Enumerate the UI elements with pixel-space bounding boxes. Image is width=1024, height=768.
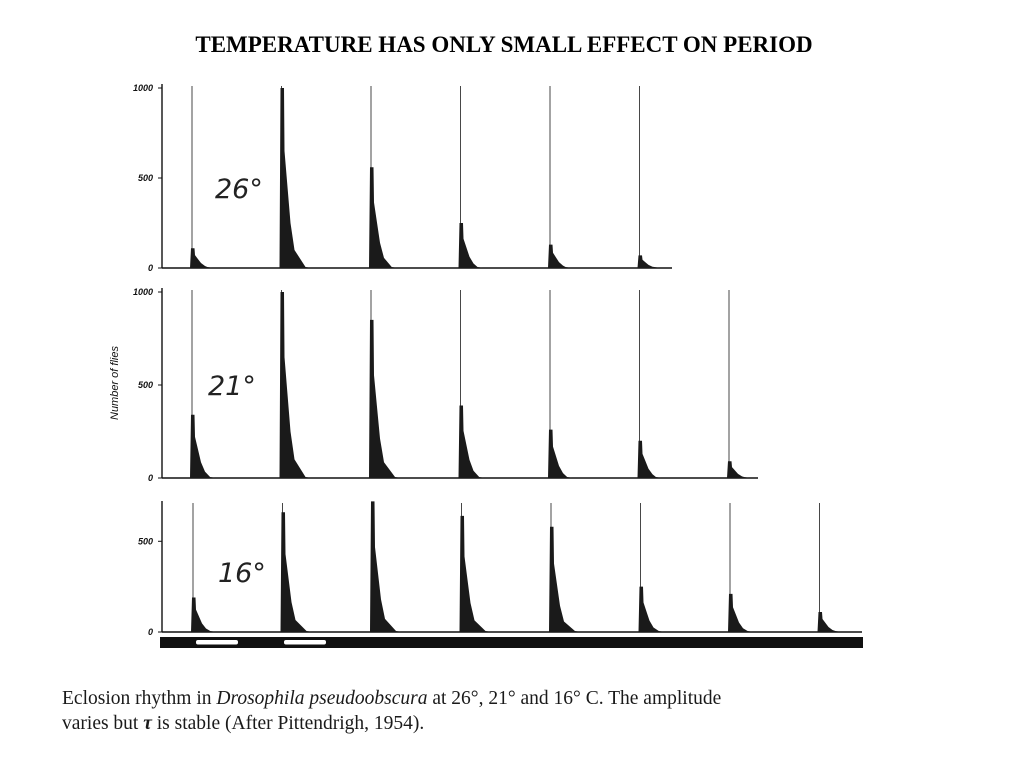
y-tick-label: 500	[138, 536, 153, 546]
temperature-label: 21°	[208, 371, 256, 402]
temperature-label: 26°	[215, 174, 263, 205]
eclosion-peak-bar	[637, 255, 661, 268]
eclosion-peak-bar	[459, 515, 492, 632]
caption-text-4: is stable (After Pittendrigh, 1954).	[151, 713, 425, 734]
eclosion-peak-bar	[190, 248, 214, 268]
eclosion-peak-bar	[369, 167, 398, 268]
figure-caption: Eclosion rhythm in Drosophila pseudoobsc…	[62, 686, 962, 736]
y-tick-label: 500	[138, 173, 153, 183]
light-dark-bar	[160, 637, 863, 648]
eclosion-peak-bar	[638, 586, 665, 632]
y-tick-label: 0	[148, 627, 153, 637]
eclosion-peak-bar	[279, 88, 312, 268]
eclosion-peak-bar	[191, 597, 217, 632]
dark-phase-bar	[160, 637, 863, 648]
page-title: TEMPERATURE HAS ONLY SMALL EFFECT ON PER…	[195, 32, 813, 57]
caption-text-1: Eclosion rhythm in	[62, 688, 217, 709]
y-axis-label: Number of flies	[109, 346, 121, 420]
eclosion-peak-bar	[369, 319, 401, 478]
y-tick-label: 0	[148, 473, 153, 483]
eclosion-peak-bar	[817, 612, 842, 632]
light-phase-segment	[284, 640, 326, 645]
y-tick-label: 500	[138, 380, 153, 390]
light-phase-segment	[196, 640, 238, 645]
caption-text-2: at 26°, 21° and 16° C. The amplitude	[427, 688, 722, 709]
panel-0: 0 500 1000 26°	[133, 83, 672, 273]
panel-2: 0 500 16°	[138, 501, 862, 637]
eclosion-peak-bar	[280, 512, 313, 632]
y-tick-label: 1000	[133, 287, 153, 297]
caption-species: Drosophila pseudoobscura	[216, 688, 428, 709]
caption-text-3: varies but	[62, 713, 144, 734]
eclosion-peak-bar	[548, 244, 572, 268]
panel-1: 0 500 1000 21°	[133, 287, 758, 483]
eclosion-peak-bar	[279, 292, 312, 478]
caption-tau: τ	[143, 713, 152, 734]
y-tick-label: 0	[148, 263, 153, 273]
temperature-label: 16°	[218, 558, 266, 589]
eclosion-peak-bar	[190, 414, 217, 478]
eclosion-peak-bar	[548, 429, 574, 478]
eclosion-peak-bar	[549, 526, 581, 632]
eclosion-rhythm-figure: 0 500 1000 26° 0 500 1000 21° 0 500 16° Number of …	[109, 83, 863, 648]
y-tick-label: 1000	[133, 83, 153, 93]
eclosion-peak-bar	[728, 593, 754, 632]
eclosion-peak-bar	[458, 405, 486, 478]
eclosion-peak-bar	[458, 223, 484, 268]
eclosion-peak-bar	[637, 440, 662, 478]
eclosion-peak-bar	[727, 461, 751, 478]
eclosion-peak-bar	[370, 501, 402, 632]
